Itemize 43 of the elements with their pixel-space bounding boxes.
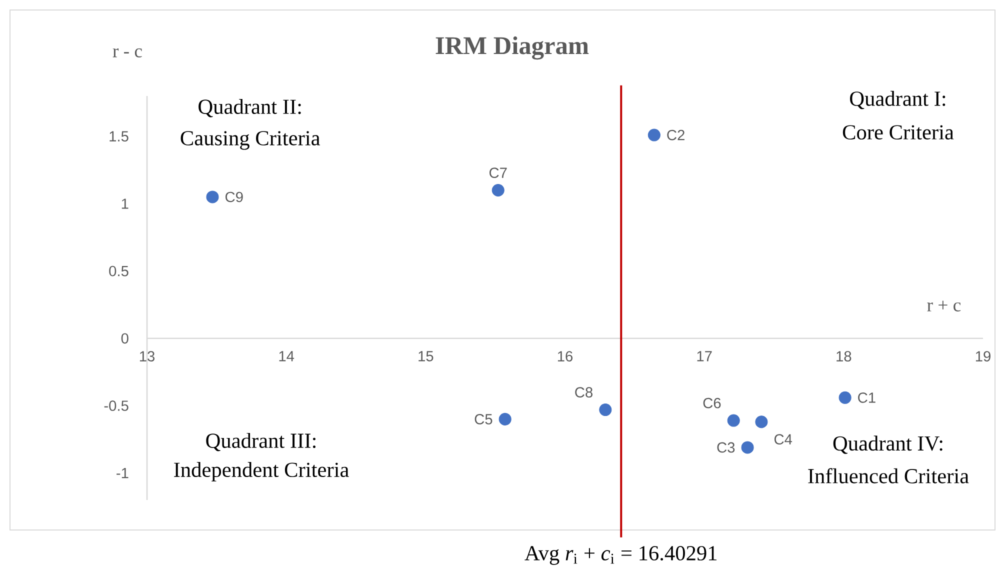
series-label: C8 bbox=[575, 387, 592, 398]
point bbox=[755, 416, 768, 428]
point bbox=[648, 128, 660, 142]
series-label: C3 bbox=[717, 442, 735, 453]
x-tick-label: 19 bbox=[976, 351, 990, 362]
annotation: Quadrant III: bbox=[206, 432, 316, 452]
y-tick-label: 0.5 bbox=[109, 266, 128, 276]
annotation: Core Criteria bbox=[842, 125, 954, 140]
chart-title: IRM Diagram bbox=[436, 36, 589, 60]
annotation: Causing Criteria bbox=[180, 131, 320, 150]
series-label: C1 bbox=[858, 392, 876, 403]
x-tick-label: 14 bbox=[279, 351, 294, 362]
y-tick-label: 1.5 bbox=[110, 131, 128, 142]
y-axis-title: r - c bbox=[112, 48, 142, 58]
y-tick-label: 0 bbox=[121, 333, 128, 344]
x-tick-label: 13 bbox=[140, 351, 155, 362]
x-axis-title: r + c bbox=[927, 300, 961, 312]
series-label: C4 bbox=[774, 434, 792, 445]
y-tick-label: -1 bbox=[116, 468, 128, 478]
x-tick-label: 15 bbox=[418, 351, 434, 362]
point bbox=[838, 391, 852, 404]
ref-line-label: Avg r$_{i}$ + c$_{i}$ = 16.40291 bbox=[524, 546, 717, 565]
point bbox=[741, 441, 754, 454]
annotation: Quadrant II: bbox=[198, 98, 301, 118]
point bbox=[206, 190, 219, 204]
series-label: C7 bbox=[490, 168, 507, 178]
point bbox=[727, 414, 740, 427]
point bbox=[492, 184, 504, 197]
x-tick-label: 16 bbox=[558, 351, 573, 362]
y-tick-label: -0.5 bbox=[104, 400, 128, 411]
annotation: Quadrant I: bbox=[850, 90, 946, 110]
point bbox=[498, 412, 512, 426]
x-tick-label: 17 bbox=[697, 351, 712, 362]
x-tick-label: 18 bbox=[836, 351, 852, 362]
annotation: Independent Criteria bbox=[174, 462, 349, 482]
series-label: C5 bbox=[474, 414, 492, 424]
annotation: Influenced Criteria bbox=[808, 468, 969, 484]
series-label: C9 bbox=[226, 192, 243, 202]
series-label: C2 bbox=[667, 130, 684, 140]
annotation: Quadrant IV: bbox=[833, 436, 942, 454]
series-label: C6 bbox=[703, 398, 721, 408]
point bbox=[599, 403, 612, 416]
y-tick-label: 1 bbox=[122, 198, 128, 209]
